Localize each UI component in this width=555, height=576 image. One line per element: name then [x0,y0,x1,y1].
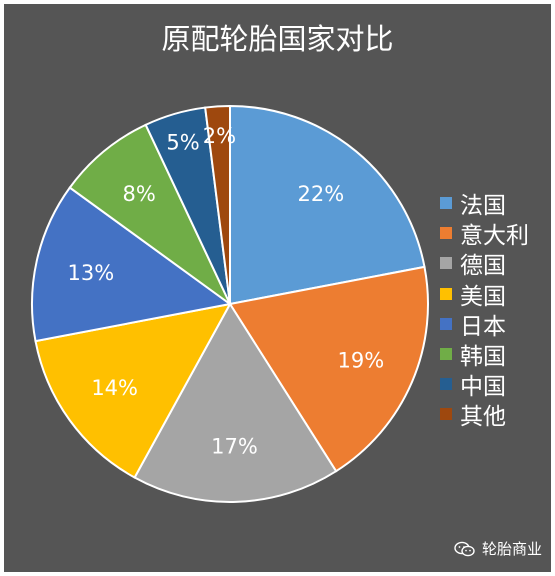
legend-label: 日本 [460,313,506,340]
slice-label-5: 13% [68,261,115,285]
legend-label: 其他 [460,404,506,431]
pie-slice-3 [133,302,338,503]
watermark-text: 轮胎商业 [482,540,543,558]
legend-swatch [440,287,452,300]
legend-swatch [440,197,452,210]
legend-item-7: 中国 [440,369,529,401]
legend-item-4: 美国 [440,279,529,310]
legend-swatch [440,348,452,361]
slice-label-8: 2% [203,124,236,148]
wechat-icon [454,541,476,557]
legend-swatch [440,378,452,391]
legend-swatch [440,227,452,240]
legend-item-1: 法国 [440,188,529,220]
legend-swatch [440,257,452,270]
slice-label-3: 17% [211,434,258,458]
legend-item-8: 其他 [440,399,529,431]
legend-swatch [440,408,452,421]
slice-label-1: 22% [298,182,345,206]
watermark: 轮胎商业 [454,538,542,559]
pie-slice-6 [68,123,231,305]
legend-item-6: 韩国 [440,339,529,371]
chart-panel: 原配轮胎国家对比 22% 19% 17% 14% 13% 8% 5% 2% 法国意大利德国美国… [4,4,551,572]
pie-chart: 22% 19% 17% 14% 13% 8% 5% 2% [31,104,429,503]
slice-label-4: 14% [91,376,138,400]
legend-label: 法国 [460,193,506,220]
legend-item-2: 意大利 [440,218,529,250]
chart-legend: 法国意大利德国美国日本韩国中国其他 [440,188,529,430]
pie-slice-2 [228,265,429,473]
pie-slice-8 [204,104,231,305]
slice-label-6: 8% [122,182,155,206]
legend-label: 中国 [460,374,506,401]
chart-title: 原配轮胎国家对比 [161,22,394,56]
pie-slice-5 [31,186,233,343]
legend-swatch [440,317,452,330]
slice-label-7: 5% [166,130,199,154]
pie-slice-4 [34,302,232,479]
legend-label: 意大利 [460,223,529,250]
legend-label: 美国 [460,283,506,310]
pie-slice-1 [229,104,426,306]
legend-label: 德国 [460,253,506,280]
legend-item-5: 日本 [440,309,529,340]
legend-label: 韩国 [460,344,506,371]
legend-item-3: 德国 [440,248,529,280]
slice-label-2: 19% [337,349,384,373]
